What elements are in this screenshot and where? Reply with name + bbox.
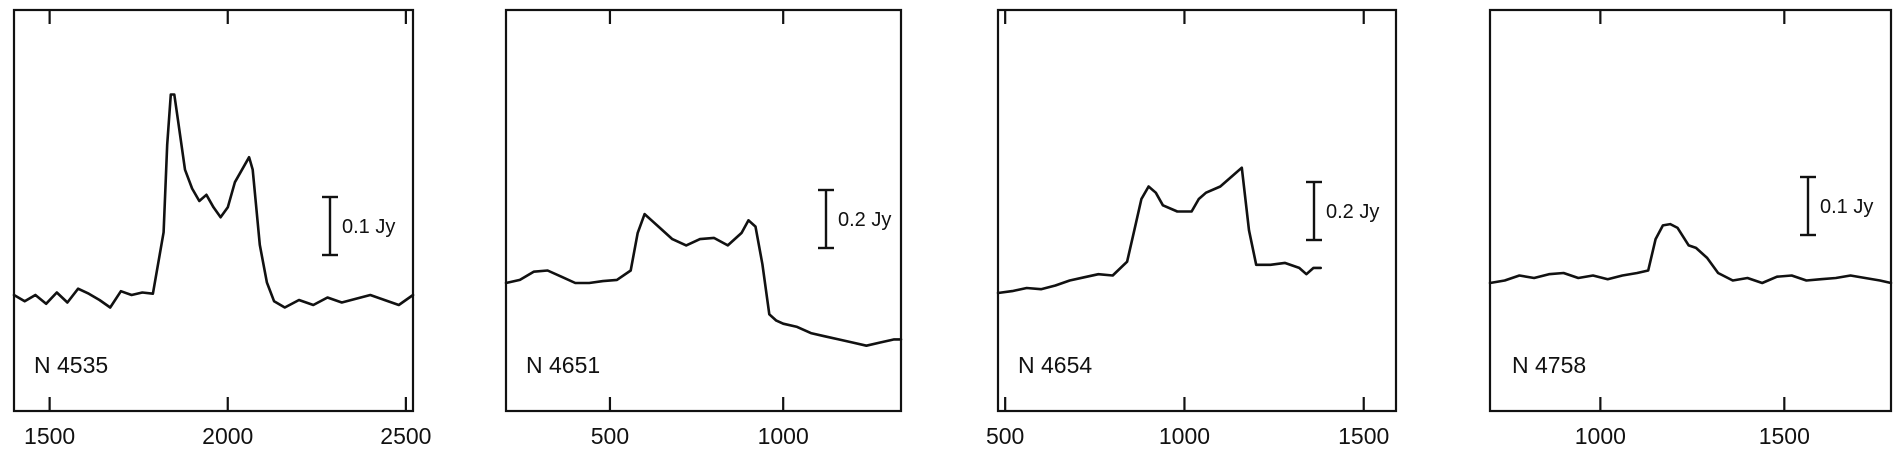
tick-label: 1500 [1338,423,1389,449]
tick-label: 2000 [202,423,253,449]
panel-2: 500 1000 0.2 Jy N 4651 [504,8,903,449]
panel-3: 500 1000 1500 0.2 Jy N 4654 [986,8,1398,449]
galaxy-label: N 4654 [1018,352,1092,378]
spectrum-line [12,93,415,309]
plot-frame [996,8,1398,413]
scale-bar-label: 0.2 Jy [1326,201,1379,223]
tick-label: 1500 [24,423,75,449]
galaxy-label: N 4758 [1512,352,1586,378]
panel-4: 1000 1500 0.1 Jy N 4758 [1488,8,1893,449]
tick-label: 2500 [380,423,431,449]
panel-1: 1500 2000 2500 0.1 Jy N 4535 [12,8,431,449]
tick-label: 500 [986,423,1024,449]
tick-label: 1000 [1575,423,1626,449]
tick-label: 1000 [758,423,809,449]
spectrum-line [1488,222,1893,285]
spectrum-line [996,166,1322,295]
galaxy-label: N 4535 [34,352,108,378]
scale-bar-label: 0.1 Jy [342,216,395,238]
spectrum-line [504,212,903,347]
scale-bar-label: 0.1 Jy [1820,196,1873,218]
tick-label: 1000 [1159,423,1210,449]
plot-frame [12,8,415,413]
tick-label: 500 [591,423,629,449]
scale-bar-label: 0.2 Jy [838,209,891,231]
plot-frame [1488,8,1893,413]
plot-frame [504,8,903,413]
tick-label: 1500 [1759,423,1810,449]
galaxy-label: N 4651 [526,352,600,378]
